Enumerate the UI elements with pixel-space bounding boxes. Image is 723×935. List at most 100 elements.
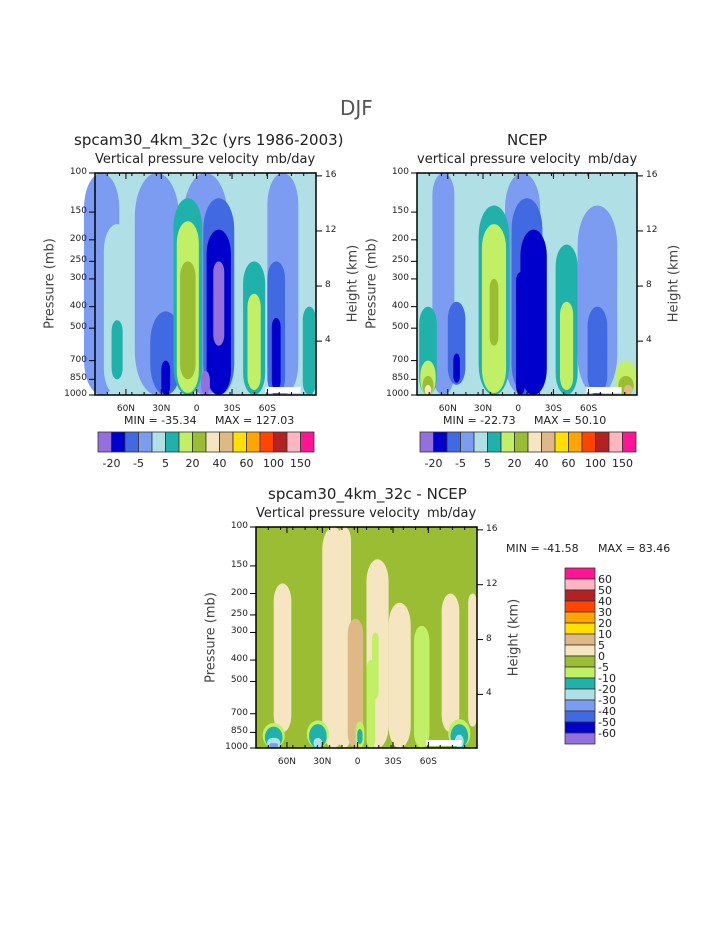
diff-colorbar <box>564 567 596 745</box>
ncep-ytick-label: 250 <box>391 255 409 266</box>
diff-y2label: Height (km) <box>506 598 522 676</box>
diff-colorbar-swatch <box>564 655 596 668</box>
model-ytick-label: 400 <box>69 300 87 311</box>
diff-colorbar-label: 0 <box>598 650 605 663</box>
diff-max-label: MAX = 83.46 <box>598 542 671 555</box>
ncep-colorbar-label: 60 <box>561 457 576 470</box>
ncep-ytick-label: 100 <box>391 167 409 177</box>
diff-contour-region <box>273 583 292 733</box>
ncep-colorbar-swatch <box>554 431 569 453</box>
model-colorbar-swatch <box>151 431 166 453</box>
diff-colorbar-swatch <box>564 688 596 701</box>
diff-colorbar-swatch <box>564 567 596 580</box>
diff-y2tick-label: 16 <box>486 523 498 534</box>
diff-xtick-label: 60S <box>419 757 437 767</box>
ncep-contour-region <box>516 272 525 395</box>
model-plot-subtitle-right: mb/day <box>266 152 316 167</box>
diff-colorbar-label: 10 <box>598 628 612 641</box>
ncep-contour-region <box>489 278 499 346</box>
diff-colorbar-swatch <box>564 666 596 679</box>
model-colorbar-label: -5 <box>133 457 144 470</box>
model-colorbar-swatch <box>246 431 261 453</box>
ncep-ylabel: Pressure (mb) <box>364 238 380 329</box>
model-colorbar-swatch <box>124 431 139 453</box>
model-contour-region <box>103 224 131 395</box>
ncep-colorbar-swatch <box>541 431 556 453</box>
page-title: DJF <box>340 96 373 120</box>
diff-ytick-label: 300 <box>230 626 248 637</box>
model-xtick-label: 60S <box>258 404 276 414</box>
model-colorbar-swatch <box>259 431 274 453</box>
ncep-y2tick-label: 12 <box>646 224 658 235</box>
diff-missing-data <box>426 740 462 746</box>
diff-contour-region <box>372 632 379 699</box>
diff-ytick-label: 500 <box>230 675 248 686</box>
ncep-ytick-label: 400 <box>391 300 409 311</box>
model-missing-data <box>265 387 301 393</box>
diff-xtick-label: 30S <box>384 757 402 767</box>
diff-colorbar-swatch <box>564 710 596 723</box>
ncep-colorbar-swatch <box>581 431 596 453</box>
model-y2tick-label: 16 <box>325 169 337 180</box>
diff-y2tick-label: 8 <box>486 633 492 644</box>
diff-ytick-label: 400 <box>230 654 248 665</box>
model-contour-region <box>180 261 196 380</box>
diff-colorbar-swatch <box>564 644 596 657</box>
model-ytick-label: 200 <box>69 233 87 244</box>
model-colorbar-swatch <box>138 431 153 453</box>
model-colorbar-swatch <box>192 431 207 453</box>
ncep-colorbar-label: 40 <box>534 457 549 470</box>
model-ytick-label: 150 <box>69 206 87 217</box>
model-y2tick-label: 8 <box>325 280 331 291</box>
diff-contour-region <box>468 593 477 727</box>
diff-colorbar-swatch <box>564 721 596 734</box>
model-y2tick-label: 4 <box>325 335 331 346</box>
ncep-y2label: Height (km) <box>666 244 682 323</box>
diff-ytick-label: 100 <box>230 521 248 531</box>
model-colorbar-label: 20 <box>185 457 200 470</box>
diff-colorbar-label: -40 <box>598 705 616 718</box>
model-contour-region <box>111 320 123 380</box>
model-colorbar-label: 60 <box>239 457 254 470</box>
ncep-xtick-label: 30N <box>473 404 493 414</box>
model-xtick-label: 60N <box>116 404 136 414</box>
diff-colorbar-label: 50 <box>598 584 612 597</box>
ncep-contour-region <box>560 301 574 391</box>
diff-colorbar-swatch <box>564 622 596 635</box>
model-contour-plot <box>83 172 322 396</box>
model-colorbar-swatch <box>205 431 220 453</box>
diff-colorbar-label: 30 <box>598 606 612 619</box>
ncep-missing-data <box>586 387 622 393</box>
model-plot-subtitle-left: Vertical pressure velocity <box>95 152 259 167</box>
ncep-ytick-label: 1000 <box>386 389 409 399</box>
ncep-max-label: MAX = 50.10 <box>534 414 607 427</box>
diff-xtick-label: 30N <box>313 757 332 767</box>
diff-plot-subtitle-right: mb/day <box>427 506 477 521</box>
diff-colorbar-swatch <box>564 633 596 646</box>
model-xtick-label: 30S <box>223 404 241 414</box>
ncep-contour-region <box>623 384 633 395</box>
model-min-label: MIN = -35.34 <box>124 414 197 427</box>
ncep-y2tick-label: 8 <box>646 280 652 291</box>
ncep-colorbar-label: 20 <box>507 457 522 470</box>
ncep-y2tick-label: 4 <box>646 335 652 346</box>
model-contour-region <box>213 261 225 346</box>
model-y2tick-label: 12 <box>325 224 337 235</box>
diff-contour-region <box>269 743 279 748</box>
model-colorbar-swatch <box>111 431 126 453</box>
model-colorbar-swatch <box>165 431 180 453</box>
ncep-colorbar-swatch <box>460 431 475 453</box>
ncep-colorbar-swatch <box>433 431 448 453</box>
diff-ytick-label: 250 <box>230 608 248 619</box>
model-colorbar-label: -20 <box>102 457 121 470</box>
diff-y2tick-label: 4 <box>486 688 492 699</box>
diff-colorbar-label: 5 <box>598 639 605 652</box>
model-ytick-label: 700 <box>69 354 87 365</box>
ncep-colorbar-label: 5 <box>484 457 491 470</box>
diff-ytick-label: 1000 <box>225 742 248 752</box>
model-colorbar-swatch <box>273 431 288 453</box>
ncep-ytick-label: 850 <box>391 373 409 384</box>
ncep-colorbar-swatch <box>595 431 610 453</box>
ncep-ytick-label: 700 <box>391 354 409 365</box>
diff-min-label: MIN = -41.58 <box>506 542 579 555</box>
